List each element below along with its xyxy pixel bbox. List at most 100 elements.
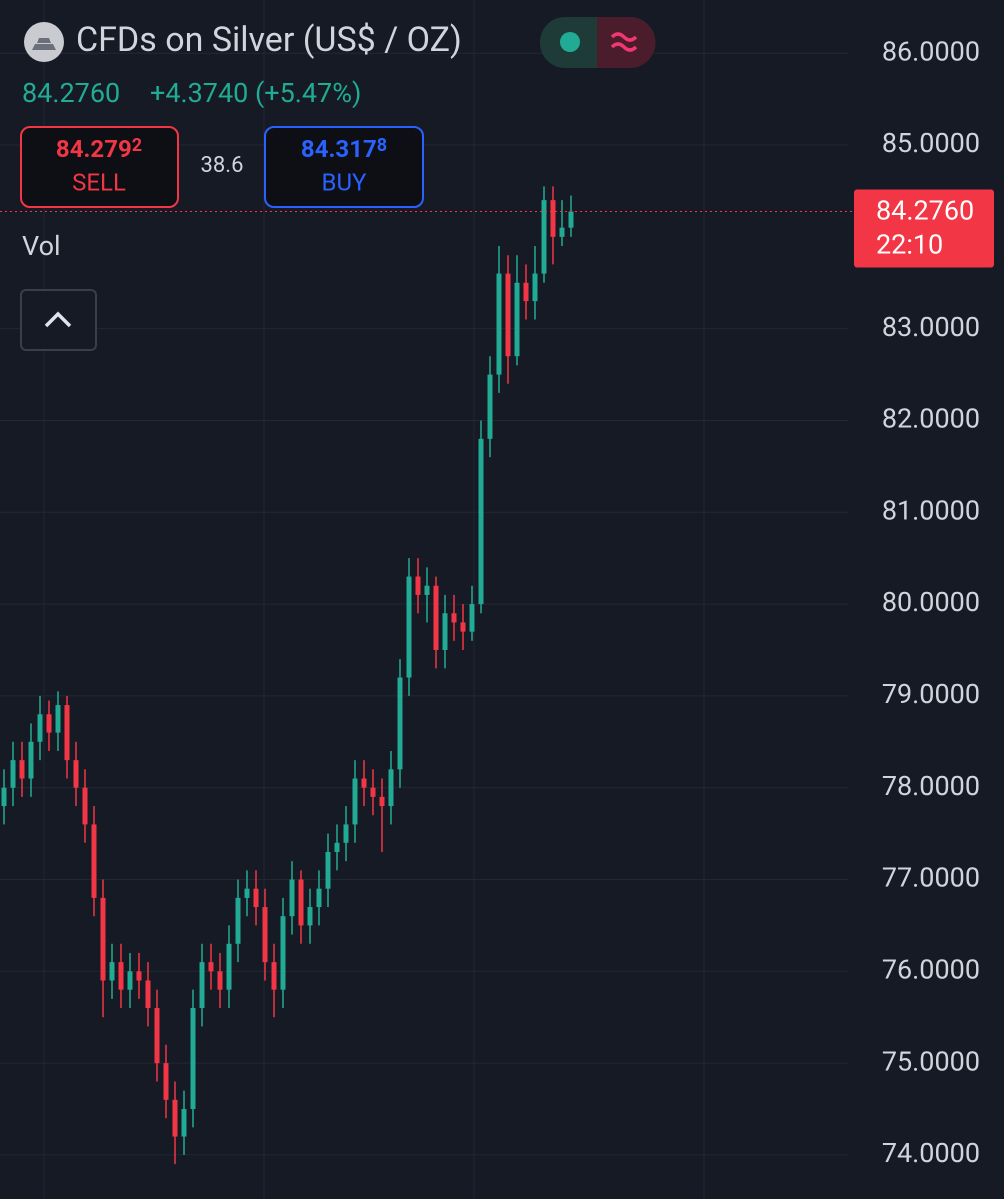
candle-body [460, 622, 466, 632]
y-tick-label: 76.0000 [882, 953, 980, 985]
symbol-title: CFDs on Silver (US$ / OZ) [76, 20, 462, 60]
y-tick-label: 77.0000 [882, 862, 980, 894]
candle-body [154, 1008, 160, 1064]
sell-button[interactable] [20, 126, 179, 208]
chevron-up [44, 311, 72, 328]
candle-body [37, 714, 43, 742]
candle-body [163, 1063, 169, 1100]
candle-body [307, 907, 313, 926]
candle-body [217, 971, 223, 990]
candle-body [352, 778, 358, 825]
candle-body [523, 282, 529, 302]
candle-body [514, 282, 520, 357]
candle-body [199, 962, 205, 1009]
candle-body [271, 962, 277, 990]
y-tick-label: 75.0000 [882, 1045, 980, 1077]
y-tick-label: 74.0000 [882, 1137, 980, 1169]
candle-body [379, 796, 385, 807]
candle-body [289, 879, 295, 917]
candle-body [343, 824, 349, 843]
candle-body [442, 613, 448, 650]
buy-price-fraction: 8 [377, 135, 387, 156]
candle-body [64, 705, 70, 761]
buy-price: 84.3178 [301, 135, 387, 164]
sell-label: SELL [72, 168, 126, 196]
candle-body [532, 273, 538, 302]
last-price-tag [854, 189, 994, 268]
candle-body [46, 714, 52, 733]
countdown: 22:10 [876, 229, 943, 261]
candle-body [91, 824, 97, 898]
market-open-dot [560, 32, 580, 52]
candle-body [181, 1109, 187, 1137]
candle-body [478, 438, 484, 605]
candle-body [541, 200, 547, 274]
sell-price: 84.2792 [56, 135, 142, 164]
candle-body [415, 576, 421, 595]
symbol-icon-bars [32, 38, 56, 50]
candle-body [262, 907, 268, 963]
candle-body [208, 962, 214, 972]
candle-body [118, 962, 124, 990]
y-tick-label: 78.0000 [882, 770, 980, 802]
candle-body [235, 897, 241, 944]
candle-body [433, 585, 439, 650]
candle-body [469, 604, 475, 632]
candle-body [145, 980, 151, 1009]
candle-body [505, 273, 511, 357]
candle-body [10, 760, 16, 788]
overlay: CFDs on Silver (US$ / OZ) 84.2760 +4.374… [20, 17, 656, 351]
candle-body [388, 769, 394, 807]
y-tick-label: 86.0000 [882, 35, 980, 67]
candle-body [424, 585, 430, 595]
candle-body [55, 705, 61, 733]
candle-body [550, 200, 556, 237]
delayed-icon [610, 32, 638, 52]
plot [0, 186, 852, 1165]
y-tick-label: 80.0000 [882, 586, 980, 618]
candle-body [496, 273, 502, 375]
candle-body [451, 613, 457, 623]
sell-price-main: 84.279 [56, 135, 132, 163]
candle-body [19, 760, 25, 779]
volume-label: Vol [22, 230, 61, 262]
spread: 38.6 [201, 153, 244, 178]
candle-body [568, 211, 574, 228]
candle-body [136, 971, 142, 981]
last-price-tag-label: 84.2760 [876, 195, 974, 227]
candle-body [280, 916, 286, 990]
candle-body [244, 888, 250, 898]
candle-body [73, 760, 79, 788]
candle-body [253, 888, 259, 908]
candle-body [559, 227, 565, 237]
y-tick-label: 81.0000 [882, 494, 980, 526]
y-tick-label: 79.0000 [882, 678, 980, 710]
candle-body [1, 787, 7, 807]
candle-body [316, 888, 322, 908]
y-tick-label: 82.0000 [882, 403, 980, 435]
candle-body [370, 787, 376, 797]
candle-body [82, 787, 88, 825]
collapse-button[interactable] [20, 289, 97, 351]
buy-price-main: 84.317 [301, 135, 377, 163]
candle-body [487, 374, 493, 439]
candle-body [190, 1008, 196, 1110]
candle-body [334, 842, 340, 852]
y-tick-label: 83.0000 [882, 311, 980, 343]
candle-body [397, 677, 403, 770]
y-tick-label: 85.0000 [882, 127, 980, 159]
status-badge-right [597, 17, 656, 68]
buy-button[interactable] [264, 126, 424, 208]
candle-body [100, 897, 106, 981]
buy-label: BUY [322, 168, 368, 196]
sell-price-fraction: 2 [132, 135, 142, 156]
candle-body [325, 851, 331, 889]
candle-body [226, 943, 232, 990]
candle-body [298, 879, 304, 926]
last-price: 84.2760 [22, 77, 120, 109]
candle-body [109, 962, 115, 981]
candle-body [28, 741, 34, 779]
candle-body [172, 1099, 178, 1137]
candle-body [127, 971, 133, 990]
